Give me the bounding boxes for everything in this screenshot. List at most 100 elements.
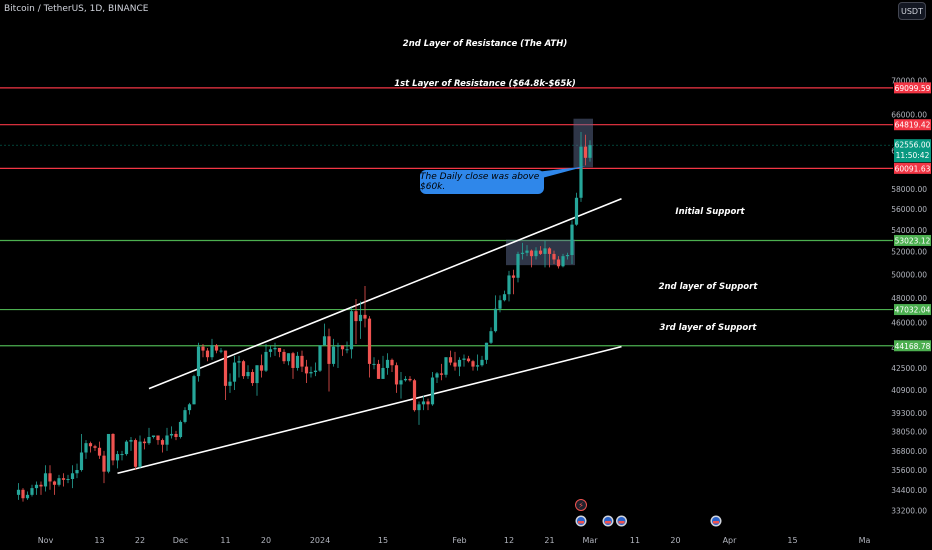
candle-body	[484, 342, 489, 360]
candle-body	[403, 378, 408, 381]
candle-body	[246, 372, 250, 377]
candle-body	[129, 440, 133, 442]
price-tick-label: 38050.00	[891, 428, 927, 437]
time-tick-label: 2024	[310, 536, 330, 545]
candle-body	[399, 380, 403, 385]
candle-body	[25, 494, 30, 499]
candle-body	[394, 365, 399, 385]
candle-body	[147, 437, 151, 444]
candle-body	[61, 478, 66, 480]
candle-body	[408, 378, 412, 381]
time-axis	[0, 530, 932, 550]
candle-body	[192, 376, 196, 405]
lightning-event-icon	[575, 499, 587, 511]
price-tick-label: 52000.00	[891, 248, 927, 257]
price-tick-label: 39300.00	[891, 409, 927, 418]
candle-body	[579, 146, 583, 198]
time-tick-label: Nov	[38, 536, 54, 545]
candle-body	[106, 433, 111, 472]
candle-body	[588, 145, 592, 158]
candle-body	[295, 355, 300, 368]
symbol-title: Bitcoin / TetherUS, 1D, BINANCE	[4, 4, 149, 14]
price-tick-label: 34400.00	[891, 486, 927, 495]
price-label: 69099.59	[895, 84, 931, 93]
daily-close-note: The Daily close was above $60k.	[420, 170, 544, 194]
candle-body	[111, 433, 115, 461]
candle-body	[165, 435, 169, 445]
candle-body	[223, 350, 228, 386]
candle-body	[471, 361, 475, 367]
candle-body	[277, 347, 282, 352]
candle-body	[493, 308, 498, 332]
candle-body	[498, 300, 502, 309]
time-tick-label: Mar	[582, 536, 598, 545]
candle-body	[363, 314, 367, 319]
candle-body	[70, 473, 75, 480]
price-tick-label: 70000.00	[891, 76, 927, 85]
candle-body	[120, 454, 124, 456]
candle-body	[133, 440, 138, 467]
level-title: 2nd layer of Support	[659, 282, 759, 292]
candle-body	[525, 250, 529, 253]
price-label: 44168.78	[895, 342, 931, 351]
candle-body	[426, 401, 430, 405]
time-tick-label: 12	[504, 536, 514, 545]
candle-body	[43, 473, 48, 487]
price-label-bg	[894, 340, 931, 352]
time-tick-label: 11	[630, 536, 640, 545]
candle-body	[430, 377, 435, 405]
price-label: 53023.12	[895, 236, 931, 245]
candle-body	[489, 331, 493, 343]
current-price-label: 62556.00	[895, 141, 931, 150]
candle-body	[66, 479, 70, 481]
candle-body	[300, 355, 304, 367]
breakout-box	[573, 118, 593, 168]
candle-body	[187, 404, 192, 411]
candle-body	[570, 224, 574, 256]
candle-body	[475, 365, 480, 367]
candle-body	[336, 345, 340, 347]
candle-body	[552, 253, 556, 260]
us-event-icon-1-stripe	[578, 521, 584, 524]
candle-body	[30, 488, 34, 495]
candle-body	[97, 447, 102, 456]
candle-body	[322, 336, 327, 346]
candle-body	[385, 359, 390, 368]
price-label-bg	[894, 119, 931, 131]
candle-body	[174, 433, 178, 438]
time-tick-label: Feb	[452, 536, 466, 545]
time-tick-label: 11	[220, 536, 230, 545]
price-label-bg	[894, 162, 931, 174]
currency-button[interactable]: USDT	[898, 2, 926, 20]
price-tick-label: 42500.00	[891, 364, 927, 373]
candle-body	[219, 350, 223, 352]
candle-body	[214, 345, 219, 351]
candle-body	[228, 381, 232, 386]
candle-body	[286, 353, 291, 362]
candle-body	[178, 421, 183, 438]
candle-body	[264, 351, 268, 371]
price-tick-label: 35600.00	[891, 466, 927, 475]
candle-body	[340, 345, 345, 350]
channel-upper	[148, 198, 622, 390]
candle-body	[75, 470, 79, 474]
time-tick-label: 20	[261, 536, 271, 545]
candle-body	[48, 473, 52, 482]
time-tick-label: Dec	[173, 536, 188, 545]
price-tick-label: 56000.00	[891, 205, 927, 214]
candle-body	[237, 361, 241, 363]
candle-body	[142, 441, 147, 444]
candle-body	[84, 443, 88, 453]
price-tick-label: 36800.00	[891, 447, 927, 456]
candle-body	[538, 250, 543, 254]
candle-body	[349, 311, 354, 350]
candle-body	[282, 351, 286, 362]
price-label-bg	[894, 304, 931, 316]
us-event-icon-3-stripe	[618, 521, 625, 524]
candle-body	[259, 365, 264, 371]
price-tick-label: 48000.00	[891, 294, 927, 303]
candle-body	[16, 489, 21, 495]
price-tick-label: 66000.00	[891, 110, 927, 119]
